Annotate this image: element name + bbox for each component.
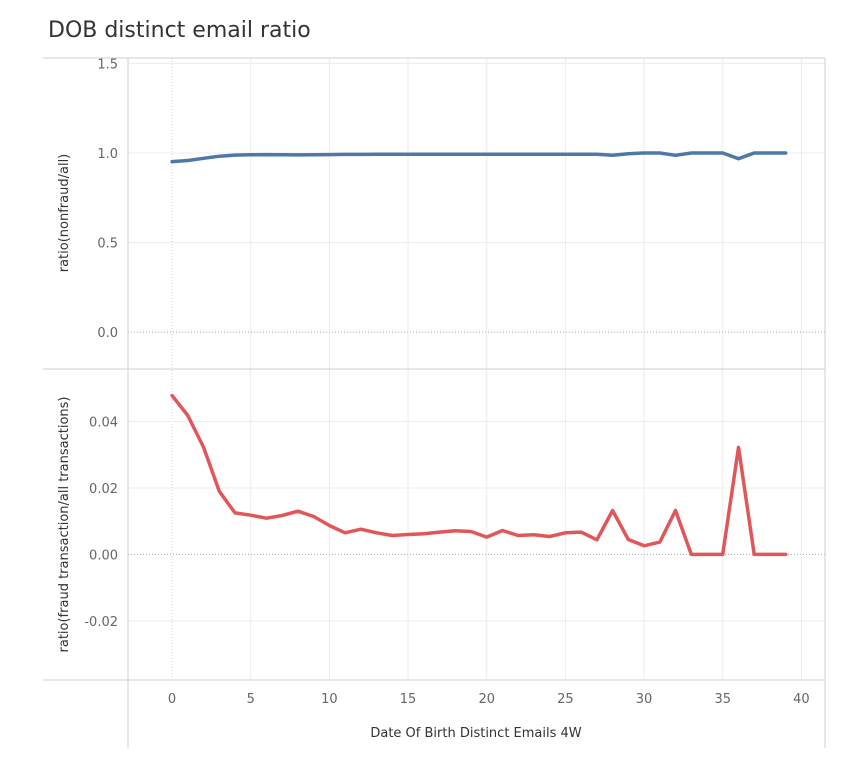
series-line-2 (170, 393, 788, 557)
x-tick-label: 30 (636, 692, 653, 707)
x-tick-label: 0 (168, 692, 176, 707)
y-tick-label: 0.5 (97, 237, 118, 252)
chart-title: DOB distinct email ratio (48, 18, 311, 43)
y-tick-label: 0.04 (89, 416, 118, 431)
y-axis-title: ratio(nonfraud/all) (57, 154, 72, 273)
y-tick-label: 1.0 (97, 147, 118, 162)
x-axis: 0 5 10 15 20 25 30 35 40 (168, 692, 810, 707)
x-tick-label: 20 (478, 692, 495, 707)
y-axis-title: ratio(fraud transaction/all transactions… (57, 397, 72, 653)
x-tick-label: 25 (557, 692, 574, 707)
x-tick-label: 15 (400, 692, 417, 707)
series-line-1 (170, 151, 788, 164)
x-tick-label: 40 (793, 692, 810, 707)
x-tick-label: 10 (321, 692, 338, 707)
y-tick-label: -0.02 (84, 615, 118, 630)
chart-panels: 0.0 0.5 1.0 1.5 ratio(nonfraud/all) -0.02 0.00… (43, 57, 826, 748)
panel-1: 0.0 0.5 1.0 1.5 ratio(nonfraud/all) (57, 57, 825, 341)
y-tick-label: 0.02 (89, 482, 118, 497)
panel-2: -0.02 0.00 0.02 0.04 ratio(fraud transaction… (57, 393, 825, 653)
x-tick-label: 35 (714, 692, 731, 707)
y-tick-label: 0.00 (89, 548, 118, 563)
y-tick-label: 0.0 (97, 326, 118, 341)
x-tick-label: 5 (247, 692, 255, 707)
y-tick-label: 1.5 (97, 57, 118, 72)
x-axis-title: Date Of Birth Distinct Emails 4W (370, 726, 581, 741)
